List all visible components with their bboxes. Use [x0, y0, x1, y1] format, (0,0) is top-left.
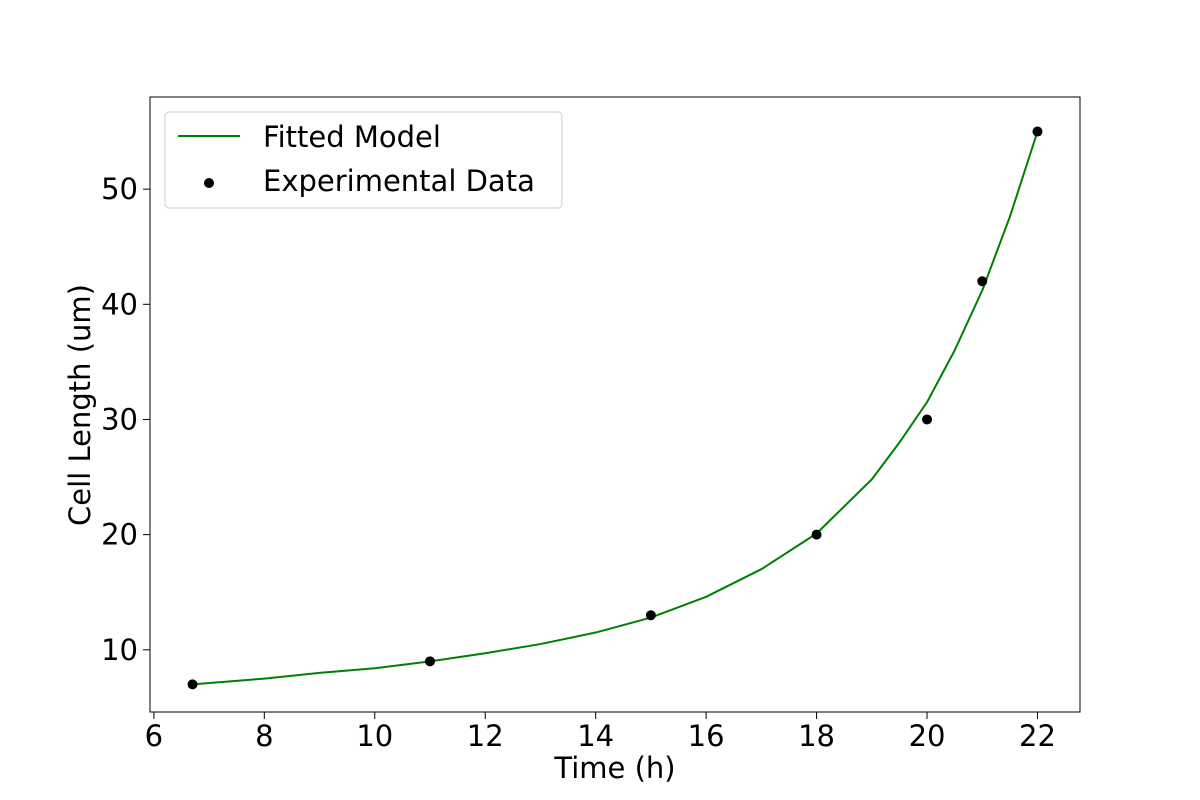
y-tick-label: 40	[101, 287, 138, 321]
x-tick-label: 16	[688, 719, 725, 753]
series-layer	[187, 126, 1043, 690]
y-axis: 10 20 30 40 50	[101, 172, 150, 667]
y-tick-label: 50	[101, 172, 138, 206]
fitted-model-line	[191, 130, 1039, 686]
x-axis: 6 8 10 12 14 16 18 20 22	[145, 712, 1056, 753]
data-point	[645, 610, 656, 621]
y-tick-label: 20	[101, 518, 138, 552]
data-point	[811, 529, 822, 540]
legend-box	[164, 111, 563, 209]
x-tick-label: 12	[467, 719, 504, 753]
legend-label-fitted-model: Fitted Model	[263, 120, 441, 154]
x-tick-label: 6	[145, 719, 163, 753]
y-axis-label: Cell Length (um)	[63, 284, 97, 526]
x-tick-label: 8	[255, 719, 273, 753]
x-tick-label: 20	[909, 719, 946, 753]
y-tick-label: 10	[101, 633, 138, 667]
x-tick-label: 18	[798, 719, 835, 753]
legend-dot-marker	[204, 178, 214, 188]
y-tick-label: 30	[101, 402, 138, 436]
legend: Fitted Model Experimental Data	[164, 111, 563, 209]
x-axis-label: Time (h)	[553, 751, 675, 785]
data-point	[424, 656, 435, 667]
x-tick-label: 10	[356, 719, 393, 753]
x-tick-label: 22	[1019, 719, 1056, 753]
x-tick-label: 14	[577, 719, 614, 753]
plot-frame	[149, 96, 1081, 713]
data-point	[1032, 126, 1043, 137]
data-point	[977, 276, 988, 287]
plot-area-border	[149, 96, 1081, 713]
legend-label-experimental-data: Experimental Data	[263, 164, 535, 198]
data-point	[922, 414, 933, 425]
data-point	[187, 679, 198, 690]
